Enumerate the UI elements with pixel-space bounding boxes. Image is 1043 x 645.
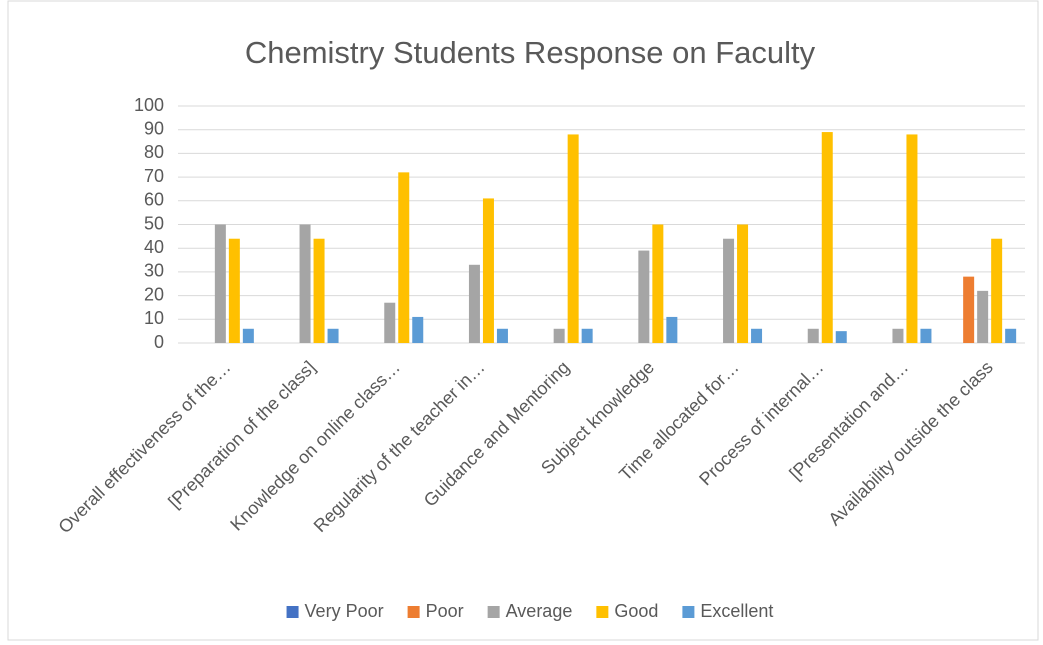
y-tick-label: 50 <box>144 213 164 233</box>
bar <box>821 132 833 343</box>
bar <box>327 328 339 343</box>
chart-frame <box>7 0 1039 641</box>
bar <box>553 328 565 343</box>
bar <box>299 224 311 343</box>
bar <box>313 238 325 343</box>
y-tick-label: 20 <box>144 284 164 304</box>
legend-label: Excellent <box>700 601 773 621</box>
bar <box>977 290 989 343</box>
bar <box>214 224 226 343</box>
bar <box>963 276 975 343</box>
chart-title: Chemistry Students Response on Faculty <box>245 35 816 70</box>
bar <box>468 264 480 343</box>
bar <box>652 224 664 343</box>
legend-label: Average <box>506 601 573 621</box>
y-tick-label: 0 <box>154 332 164 352</box>
bar <box>567 134 579 343</box>
bar <box>638 250 650 343</box>
legend-swatch <box>682 606 695 618</box>
bar <box>835 331 847 343</box>
bar <box>906 134 918 343</box>
y-tick-label: 60 <box>144 190 164 210</box>
bar <box>991 238 1003 343</box>
bar <box>242 328 254 343</box>
y-tick-label: 10 <box>144 308 164 328</box>
legend-label: Poor <box>426 601 464 621</box>
bar <box>666 316 678 343</box>
legend-swatch <box>596 606 609 618</box>
bar <box>723 238 735 343</box>
y-tick-label: 40 <box>144 237 164 257</box>
legend-label: Good <box>614 601 658 621</box>
bar <box>496 328 508 343</box>
y-tick-label: 90 <box>144 118 164 138</box>
bar <box>581 328 593 343</box>
y-tick-label: 100 <box>134 95 164 115</box>
bar <box>892 328 904 343</box>
bar <box>228 238 240 343</box>
bar <box>398 172 410 343</box>
legend-label: Very Poor <box>305 601 384 621</box>
bar <box>751 328 763 343</box>
bar <box>412 316 424 343</box>
legend-swatch <box>407 606 420 618</box>
bar <box>737 224 749 343</box>
bar <box>807 328 819 343</box>
bar <box>920 328 932 343</box>
y-tick-label: 30 <box>144 261 164 281</box>
y-tick-label: 80 <box>144 142 164 162</box>
bar <box>384 302 396 343</box>
bar <box>482 198 494 343</box>
y-tick-label: 70 <box>144 166 164 186</box>
bar <box>1005 328 1017 343</box>
legend-swatch <box>487 606 500 618</box>
legend-swatch <box>286 606 299 618</box>
